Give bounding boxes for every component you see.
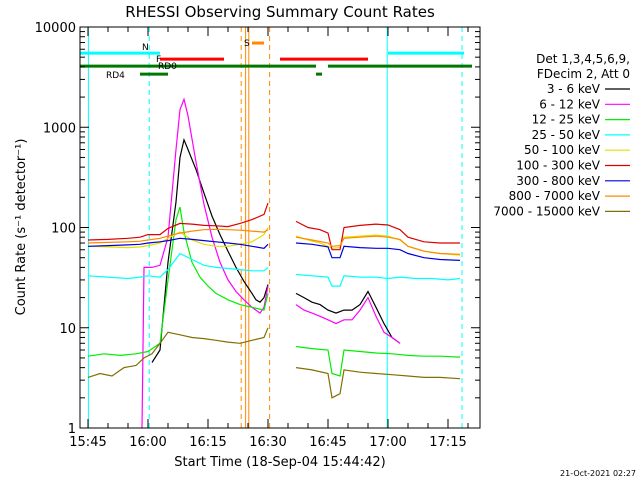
y-tick-label-4: 10000 xyxy=(35,21,76,36)
legend-label-6: 300 - 800 keV xyxy=(516,174,600,188)
legend-label-3: 25 - 50 keV xyxy=(532,128,601,142)
series-line-7 xyxy=(87,228,461,255)
x-tick-label-4: 16:45 xyxy=(309,435,346,450)
series-line-1 xyxy=(141,97,401,428)
y-tick-label-1: 10 xyxy=(59,322,76,337)
time-markers xyxy=(87,27,463,428)
series-lines xyxy=(87,97,461,428)
legend-header-2: FDecim 2, Att 0 xyxy=(537,67,630,81)
x-axis: 15:45 16:00 16:15 16:30 16:45 17:00 17:15 xyxy=(69,27,469,450)
legend-label-1: 6 - 12 keV xyxy=(539,97,601,111)
legend-label-7: 800 - 7000 keV xyxy=(509,189,601,203)
flag-label-n: N xyxy=(142,43,149,53)
x-tick-label-1: 16:00 xyxy=(129,435,166,450)
y-tick-label-0: 1 xyxy=(68,422,76,437)
x-tick-label-6: 17:15 xyxy=(429,435,466,450)
x-tick-label-0: 15:45 xyxy=(69,435,106,450)
x-tick-label-3: 16:30 xyxy=(249,435,286,450)
flag-label-f: F xyxy=(156,55,161,65)
series-line-8 xyxy=(87,327,461,399)
legend-label-2: 12 - 25 keV xyxy=(532,113,601,127)
y-tick-label-2: 100 xyxy=(51,222,76,237)
x-tick-label-5: 17:00 xyxy=(369,435,406,450)
flag-bars: NF S RD0 RD4 xyxy=(80,39,472,81)
legend-label-0: 3 - 6 keV xyxy=(547,82,601,96)
series-line-4 xyxy=(87,227,461,256)
y-axis-label: Count Rate (s⁻¹ detector⁻¹) xyxy=(14,139,29,316)
legend-label-8: 7000 - 15000 keV xyxy=(493,204,600,218)
series-line-3 xyxy=(87,252,461,287)
legend-header-1: Det 1,3,4,5,6,9, xyxy=(536,52,630,66)
footer-date: 21-Oct-2021 02:27 xyxy=(560,469,636,478)
series-line-5 xyxy=(87,202,460,251)
chart-title: RHESSI Observing Summary Count Rates xyxy=(125,3,435,21)
flag-label-rd0: RD0 xyxy=(158,62,177,72)
legend-label-5: 100 - 300 keV xyxy=(516,159,600,173)
x-axis-label: Start Time (18-Sep-04 15:44:42) xyxy=(174,455,385,470)
series-line-6 xyxy=(87,237,461,261)
series-line-0 xyxy=(151,137,401,363)
y-axis: 1 10 100 1000 10000 xyxy=(35,21,480,437)
y-tick-label-3: 1000 xyxy=(43,121,76,136)
flag-label-rd4: RD4 xyxy=(106,71,125,81)
flag-label-s: S xyxy=(244,39,250,49)
legend-label-4: 50 - 100 keV xyxy=(524,143,601,157)
x-tick-label-2: 16:15 xyxy=(189,435,226,450)
plot-frame xyxy=(79,26,481,429)
